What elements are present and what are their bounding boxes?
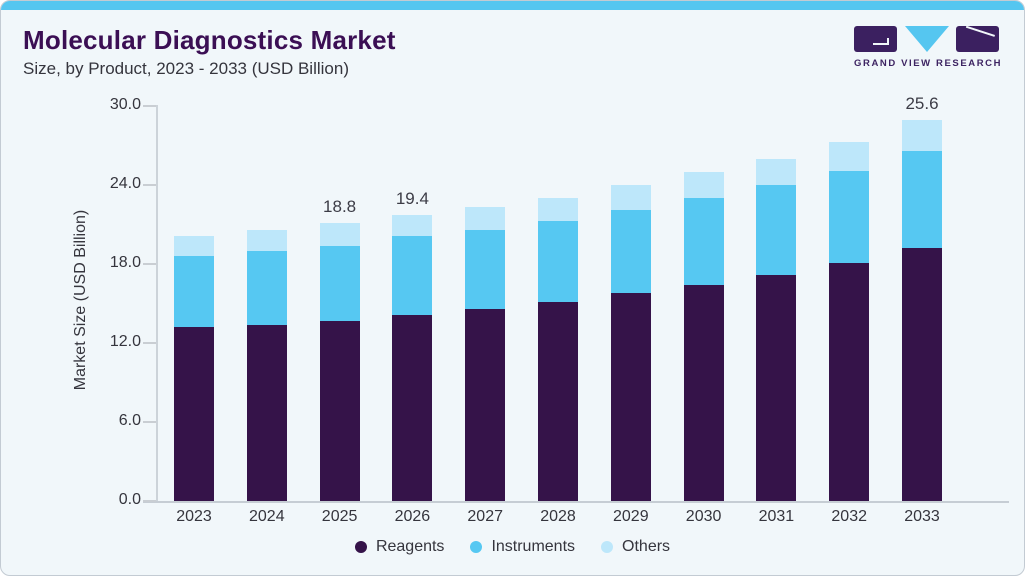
y-tick-mark	[143, 184, 156, 186]
legend-item-instruments: Instruments	[470, 538, 575, 556]
bar-segment-reagents	[246, 324, 287, 501]
bar-segment-others	[174, 236, 214, 257]
bar-segment-instruments	[392, 236, 433, 316]
bar-total-label: 18.8	[323, 197, 357, 217]
bar-segment-instruments	[538, 220, 578, 303]
legend-label: Others	[622, 538, 671, 555]
x-category-label: 2026	[394, 508, 431, 525]
bar-segment-instruments	[319, 245, 360, 321]
y-tick-mark	[143, 421, 156, 423]
bar-segment-reagents	[319, 320, 360, 501]
bar-segment-reagents	[392, 315, 433, 501]
y-tick-label: 24.0	[109, 175, 141, 192]
y-tick-label: 6.0	[118, 412, 141, 429]
y-tick-mark	[143, 263, 156, 265]
logo-wordmark: GRAND VIEW RESEARCH	[854, 58, 1003, 69]
bar-segment-instruments	[756, 185, 797, 275]
grand-view-research-logo: GRAND VIEW RESEARCH	[854, 26, 1003, 70]
logo-letter-g-icon	[854, 26, 897, 52]
bar-segment-instruments	[902, 150, 942, 249]
legend-label: Instruments	[491, 538, 576, 555]
y-tick-mark	[143, 342, 156, 344]
logo-letter-r-icon	[956, 26, 999, 52]
legend-dot-icon	[470, 541, 483, 553]
bar-segment-instruments	[246, 250, 287, 325]
bar-segment-others	[829, 141, 870, 171]
bar-segment-others	[392, 215, 433, 237]
legend-item-others: Others	[601, 538, 670, 556]
bar-segment-reagents	[829, 262, 870, 501]
x-category-label: 2030	[685, 508, 722, 525]
bar-segment-reagents	[174, 327, 214, 501]
bar-segment-others	[538, 198, 578, 221]
y-tick-label: 30.0	[109, 96, 141, 113]
bar-total-label: 25.6	[905, 94, 939, 114]
bar-segment-others	[902, 120, 942, 151]
bar-segment-reagents	[756, 274, 797, 501]
bar-segment-reagents	[538, 302, 578, 501]
bar-segment-others	[465, 207, 506, 230]
y-axis-line	[156, 105, 158, 502]
logo-marks	[854, 26, 999, 53]
x-category-label: 2025	[321, 508, 358, 525]
x-category-label: 2027	[467, 508, 503, 525]
y-tick-label: 0.0	[118, 491, 141, 508]
y-tick-label: 12.0	[109, 333, 141, 350]
bar-segment-reagents	[902, 248, 942, 501]
x-category-label: 2033	[904, 508, 940, 525]
x-category-label: 2023	[176, 508, 212, 525]
bar-segment-others	[246, 229, 287, 251]
bar-segment-reagents	[610, 292, 651, 501]
x-category-label: 2031	[758, 508, 795, 525]
bar-segment-others	[756, 158, 797, 185]
bar-segment-others	[610, 185, 651, 211]
bar-segment-instruments	[683, 198, 724, 286]
y-tick-mark	[143, 105, 156, 107]
bar-segment-others	[683, 171, 724, 199]
bar-segment-instruments	[465, 229, 506, 309]
legend-item-reagents: Reagents	[354, 538, 445, 556]
page-title: Molecular Diagnostics Market	[23, 25, 396, 55]
legend-dot-icon	[601, 541, 614, 553]
y-tick-mark	[143, 500, 156, 502]
legend-label: Reagents	[375, 538, 445, 555]
legend-dot-icon	[354, 541, 367, 553]
logo-letter-v-icon	[904, 26, 949, 52]
bar-segment-instruments	[610, 210, 651, 293]
top-accent-bar	[1, 1, 1024, 10]
bar-segment-others	[319, 223, 360, 246]
chart-legend: Reagents Instruments Others	[1, 538, 1024, 556]
bar-segment-instruments	[174, 256, 214, 328]
y-tick-label: 18.0	[109, 254, 141, 271]
bar-segment-instruments	[829, 170, 870, 263]
bar-total-label: 19.4	[395, 189, 429, 209]
x-category-label: 2028	[540, 508, 576, 525]
page-subtitle: Size, by Product, 2023 - 2033 (USD Billi…	[23, 59, 349, 78]
x-axis-line	[143, 501, 1009, 503]
bar-segment-reagents	[465, 308, 506, 501]
x-category-label: 2029	[613, 508, 649, 525]
x-category-label: 2032	[831, 508, 867, 525]
bar-segment-reagents	[683, 285, 724, 501]
x-category-label: 2024	[249, 508, 285, 525]
